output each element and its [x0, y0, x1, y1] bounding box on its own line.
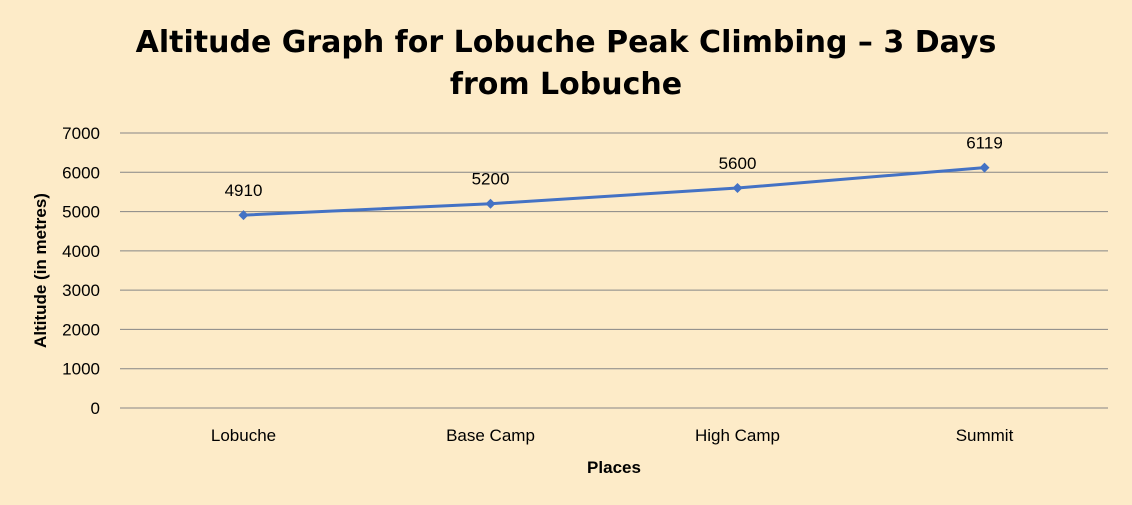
series: [238, 162, 990, 221]
chart-title-line-2: from Lobuche: [449, 67, 683, 102]
data-label: 4910: [225, 181, 263, 200]
x-tick-label: Lobuche: [211, 426, 276, 445]
data-label: 5600: [719, 154, 757, 173]
y-tick-label: 1000: [62, 360, 100, 379]
data-point-marker: [485, 198, 496, 209]
y-tick-label: 6000: [62, 163, 100, 182]
y-tick-label: 4000: [62, 242, 100, 261]
series-line: [243, 166, 985, 217]
y-tick-label: 0: [91, 399, 100, 418]
data-labels: 4910 5200 5600 6119: [225, 134, 1003, 200]
x-tick-label: Summit: [956, 426, 1014, 445]
x-axis-title: Places: [587, 458, 641, 477]
data-point-marker: [732, 183, 743, 193]
y-tick-label: 3000: [62, 281, 100, 300]
y-tick-label: 2000: [62, 320, 100, 339]
chart-title: Altitude Graph for Lobuche Peak Climbing…: [0, 22, 1132, 106]
y-tick-label: 5000: [62, 203, 100, 222]
chart-title-line-1: Altitude Graph for Lobuche Peak Climbing…: [135, 25, 997, 60]
x-tick-label: High Camp: [695, 426, 780, 445]
data-label: 5200: [472, 170, 510, 189]
data-point-marker: [979, 162, 990, 173]
y-axis-title: Altitude (in metres): [31, 193, 50, 348]
y-tick-labels: 0 1000 2000 3000 4000 5000 6000 7000: [62, 124, 100, 418]
y-tick-label: 7000: [62, 124, 100, 143]
data-point-marker: [238, 210, 249, 221]
data-label: 6119: [966, 134, 1003, 153]
x-tick-label: Base Camp: [446, 426, 535, 445]
x-tick-labels: Lobuche Base Camp High Camp Summit: [211, 426, 1014, 445]
